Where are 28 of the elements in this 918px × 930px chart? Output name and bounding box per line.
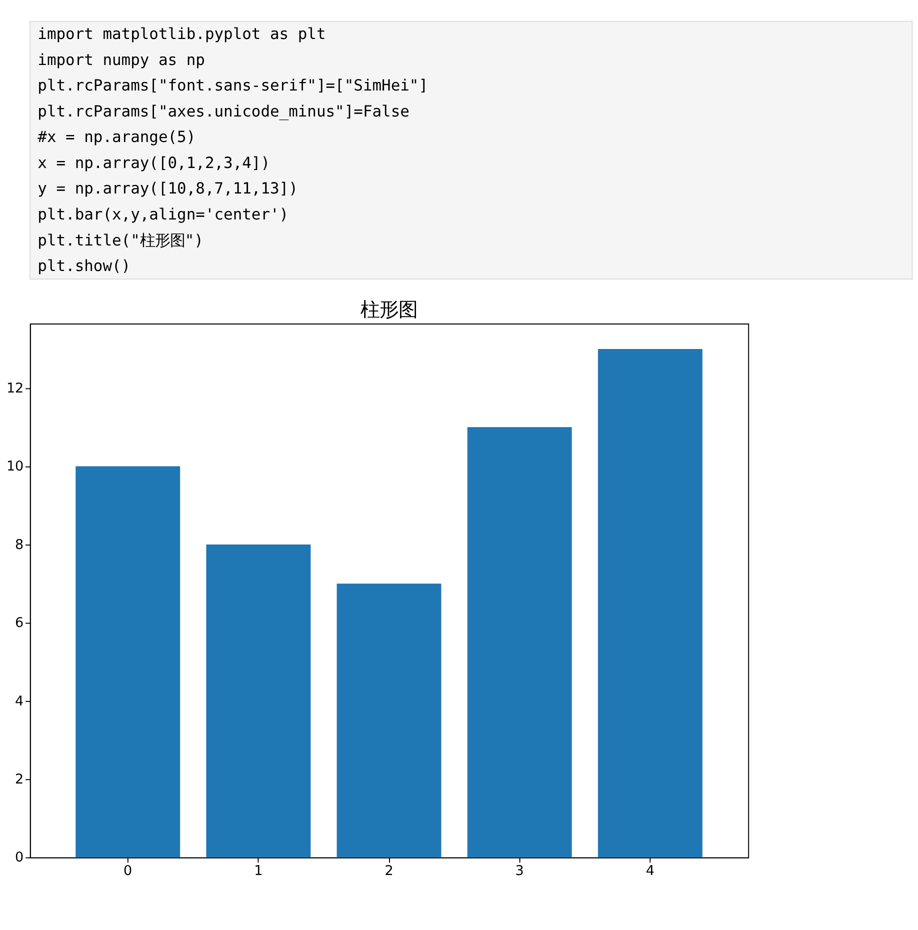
text: x = np.array([0,1,2,3,4])	[38, 154, 270, 172]
bar	[206, 544, 311, 858]
x-tick-label: 3	[515, 863, 524, 880]
y-tick-label: 6	[15, 615, 24, 632]
bar	[336, 584, 442, 858]
chart-title: 柱形图	[360, 298, 418, 321]
text: plt.bar(x,y,align='center')	[38, 206, 289, 224]
text: y = np.array([10,8,7,11,13])	[38, 180, 298, 198]
bar	[76, 466, 180, 858]
bar	[598, 348, 702, 858]
text: plt.show()	[38, 257, 131, 276]
text: plt.rcParams["axes.unicode_minus"]=False	[38, 102, 410, 120]
text: #x = np.arange(5)	[38, 128, 196, 146]
y-tick-label: 8	[15, 536, 24, 553]
y-tick-label: 0	[15, 850, 24, 866]
y-tick-label: 4	[15, 693, 24, 710]
text: import matplotlib.pyplot as plt	[38, 25, 326, 44]
y-tick-label: 12	[6, 380, 24, 396]
x-tick-label: 1	[254, 863, 263, 880]
x-tick-label: 4	[646, 863, 654, 880]
y-tick-label: 2	[15, 771, 24, 788]
text: plt.title("柱形图")	[38, 231, 204, 250]
y-tick-label: 10	[6, 458, 24, 475]
text: import numpy as np	[38, 50, 205, 69]
text: plt.rcParams["font.sans-serif"]=["SimHei"]	[38, 76, 428, 95]
x-tick-label: 0	[124, 863, 132, 880]
x-tick-label: 2	[384, 863, 394, 880]
bar	[467, 427, 572, 858]
